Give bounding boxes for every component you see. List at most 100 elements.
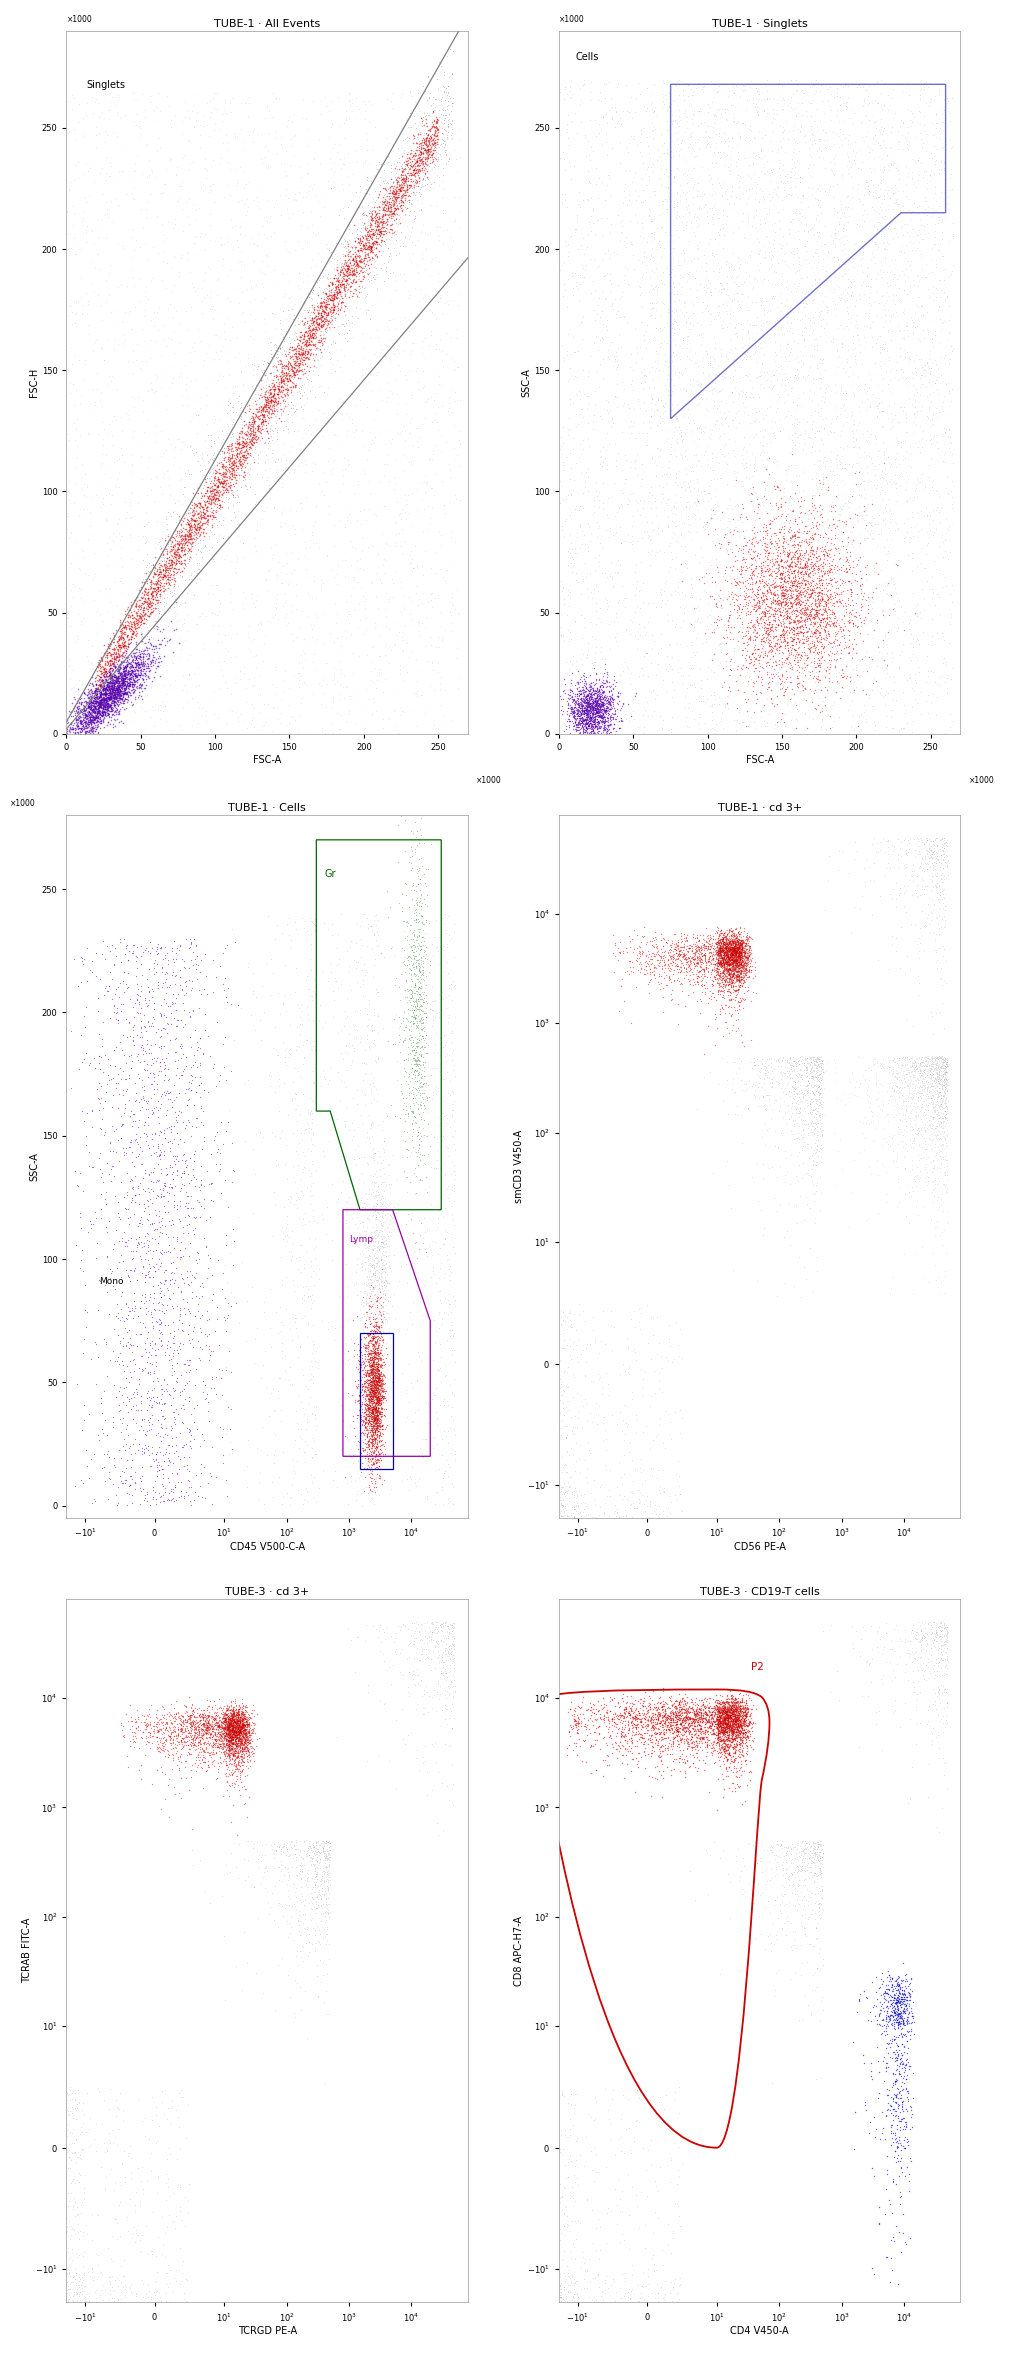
Point (179, 515, 195, 553)
Point (786, 581, 802, 619)
Point (374, 1327, 390, 1365)
Point (313, 567, 329, 605)
Point (685, 1744, 701, 1781)
Point (230, 1704, 246, 1741)
Point (888, 1984, 904, 2021)
Point (222, 515, 238, 553)
Point (760, 609, 776, 647)
Point (420, 216, 436, 254)
Point (112, 673, 128, 711)
Point (644, 922, 661, 960)
Point (138, 1122, 155, 1160)
Point (617, 1694, 633, 1732)
Point (924, 1174, 940, 1212)
Point (834, 581, 850, 619)
Point (715, 922, 731, 960)
Point (163, 2282, 179, 2320)
Point (844, 355, 861, 393)
Point (921, 388, 937, 426)
Point (659, 1497, 675, 1534)
Point (561, 1694, 577, 1732)
Point (840, 68, 856, 106)
Point (727, 941, 743, 979)
Point (729, 929, 745, 967)
Point (311, 986, 327, 1024)
Point (436, 1155, 452, 1193)
Point (82, 675, 98, 713)
Point (143, 1337, 160, 1374)
Point (579, 699, 595, 736)
Point (191, 1697, 207, 1734)
Point (783, 520, 799, 558)
Point (289, 1007, 305, 1045)
Point (277, 153, 293, 191)
Point (374, 1381, 390, 1419)
Point (371, 205, 387, 242)
Point (323, 271, 339, 308)
Point (66, 2160, 82, 2198)
Point (165, 1369, 181, 1407)
Point (173, 511, 189, 548)
Point (660, 951, 676, 988)
Point (716, 428, 732, 466)
Point (928, 1059, 944, 1096)
Point (368, 1377, 384, 1414)
Point (285, 336, 301, 374)
Point (382, 198, 398, 235)
Point (715, 1715, 731, 1753)
Point (765, 414, 781, 452)
Point (720, 913, 736, 951)
Point (411, 927, 427, 965)
Point (135, 576, 152, 614)
Point (733, 925, 749, 962)
Point (376, 1365, 392, 1402)
Point (586, 685, 602, 722)
Point (580, 701, 596, 739)
Point (773, 412, 789, 449)
Point (942, 339, 958, 376)
Point (359, 1452, 375, 1489)
Point (327, 268, 343, 306)
Point (225, 447, 241, 485)
Point (320, 1833, 336, 1871)
Point (725, 922, 741, 960)
Point (134, 1160, 150, 1198)
Point (675, 71, 691, 108)
Point (777, 565, 793, 602)
Point (587, 675, 603, 713)
Point (941, 374, 957, 412)
Point (569, 706, 585, 744)
Point (741, 602, 758, 640)
Point (363, 1247, 379, 1285)
Point (183, 1720, 199, 1758)
Point (754, 487, 771, 525)
Point (366, 1400, 382, 1438)
Point (97, 685, 113, 722)
Point (785, 652, 801, 689)
Point (567, 704, 583, 741)
Point (808, 1146, 824, 1184)
Point (815, 122, 831, 160)
Point (182, 508, 198, 546)
Point (381, 169, 397, 207)
Point (279, 231, 295, 268)
Point (102, 673, 118, 711)
Point (268, 584, 284, 621)
Point (343, 614, 360, 652)
Point (423, 1056, 439, 1094)
Point (649, 407, 666, 445)
Point (194, 1711, 210, 1748)
Point (796, 308, 812, 346)
Point (729, 929, 745, 967)
Point (225, 1711, 241, 1748)
Point (444, 1144, 461, 1181)
Point (88, 671, 104, 708)
Point (354, 1019, 370, 1056)
Point (153, 626, 169, 664)
Point (908, 1167, 924, 1205)
Point (302, 313, 318, 351)
Point (133, 1449, 149, 1487)
Point (400, 941, 416, 979)
Point (76, 1386, 92, 1424)
Point (411, 160, 427, 198)
